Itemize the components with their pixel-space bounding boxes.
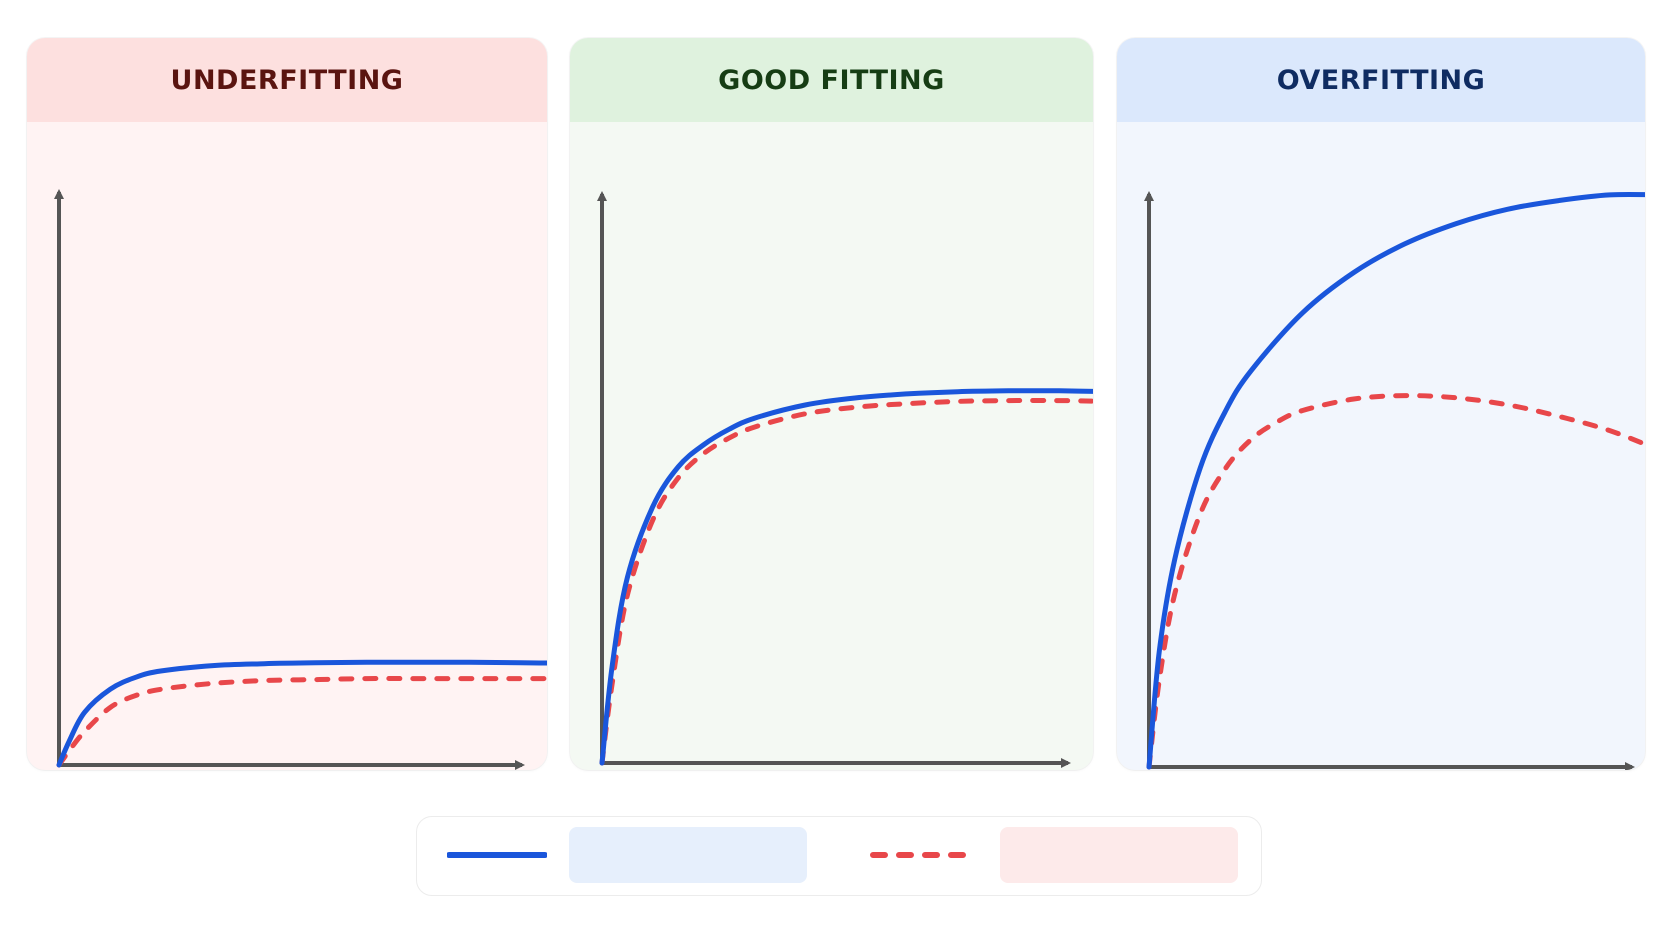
training-curve <box>599 388 1093 766</box>
validation-curve <box>599 397 1093 766</box>
panel-header: UNDERFITTING <box>27 38 547 122</box>
legend-validation-line-swatch <box>870 852 978 858</box>
validation-curve <box>56 676 547 768</box>
training-curve <box>1146 191 1645 770</box>
good-fitting-panel: GOOD FITTING <box>570 38 1093 770</box>
legend <box>416 816 1262 896</box>
panel-title: UNDERFITTING <box>170 64 404 96</box>
validation-curve <box>1146 393 1645 770</box>
panel-header: GOOD FITTING <box>570 38 1093 122</box>
legend-training-label-box <box>569 827 807 883</box>
overfitting-chart <box>1144 191 1645 770</box>
panel-header: OVERFITTING <box>1117 38 1645 122</box>
good-fitting-chart <box>597 191 1093 768</box>
legend-training-line-swatch <box>447 852 547 858</box>
panel-title: OVERFITTING <box>1276 64 1486 96</box>
underfitting-chart <box>54 189 547 770</box>
overfitting-panel: OVERFITTING <box>1117 38 1645 770</box>
legend-validation-label-box <box>1000 827 1238 883</box>
panel-title: GOOD FITTING <box>718 64 945 96</box>
training-curve <box>56 659 547 768</box>
underfitting-panel: UNDERFITTING <box>27 38 547 770</box>
